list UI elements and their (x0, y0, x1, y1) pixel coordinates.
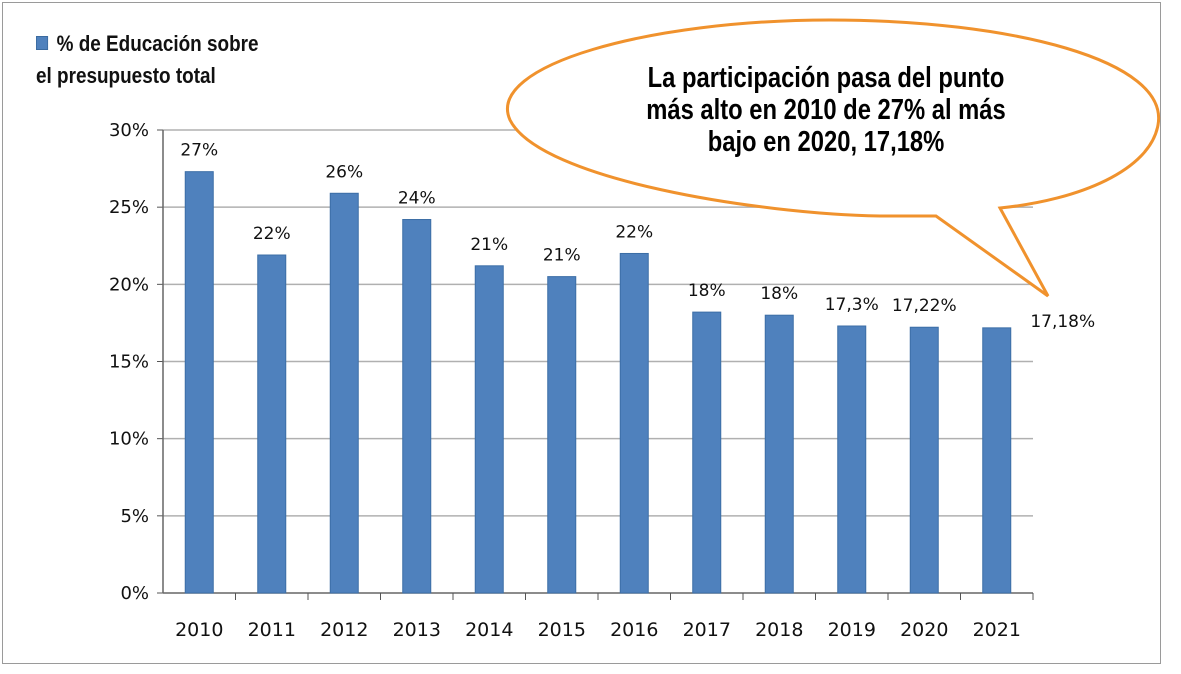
legend-entry: % de Educación sobre (36, 28, 320, 60)
y-tick-label: 25% (109, 197, 149, 218)
y-tick-label: 20% (109, 274, 149, 295)
x-tick-label: 2016 (610, 619, 658, 641)
bar (619, 252, 649, 594)
data-label: 17,3% (825, 295, 879, 315)
y-tick-label: 0% (120, 583, 149, 604)
bar (909, 326, 939, 594)
x-tick-label: 2015 (538, 619, 586, 641)
data-label: 18% (688, 281, 726, 301)
x-tick-label: 2018 (755, 619, 803, 641)
bar (474, 265, 504, 594)
data-label: 24% (398, 189, 436, 209)
callout-line2: más alto en 2010 de 27% al más (646, 94, 1006, 126)
y-tick-label: 15% (109, 352, 149, 373)
data-label: 26% (325, 162, 363, 182)
data-label: 21% (543, 246, 581, 266)
bar (547, 276, 577, 594)
callout-line3: bajo en 2020, 17,18% (707, 126, 945, 158)
axes: 0% 5% 10% 15% 20% 25% 30% 2010 2011 2012 2013 2014 2… (109, 120, 1034, 641)
legend-swatch (36, 36, 49, 50)
x-tick-label: 2012 (320, 619, 368, 641)
bar (764, 314, 794, 594)
bar (184, 171, 214, 594)
x-tick-label: 2010 (175, 619, 223, 641)
y-tick-label: 10% (109, 429, 149, 450)
data-label: 17,18% (1030, 312, 1095, 332)
bar (692, 311, 722, 594)
bar (329, 192, 359, 594)
bar (982, 327, 1012, 594)
bar (837, 325, 867, 594)
legend: % de Educación sobre el presupuesto tota… (36, 28, 320, 92)
data-label: 21% (470, 235, 508, 255)
x-tick-label: 2019 (828, 619, 876, 641)
x-tick-label: 2020 (900, 619, 948, 641)
x-tick-label: 2014 (465, 619, 513, 641)
data-label: 18% (760, 284, 798, 304)
bar (257, 254, 287, 594)
x-tick-label: 2011 (248, 619, 296, 641)
legend-label-line2: el presupuesto total (36, 63, 216, 88)
callout-bubble (506, 18, 1161, 298)
data-label: 27% (180, 141, 218, 161)
data-label: 17,22% (892, 296, 957, 316)
y-tick-label: 5% (120, 506, 149, 527)
callout-bubble-shape (506, 18, 1161, 298)
legend-label-line1: % de Educación sobre (56, 31, 259, 56)
callout-text: La participación pasa del punto más alto… (629, 62, 1023, 158)
y-tick-label: 30% (109, 120, 149, 141)
data-labels: 27% 22% 26% 24% 21% 21% 22% 18% 18% 17,3% 17,22% 17… (180, 141, 1095, 332)
x-tick-label: 2013 (393, 619, 441, 641)
data-label: 22% (615, 222, 653, 242)
callout-line1: La participación pasa del punto (647, 62, 1005, 94)
x-tick-label: 2021 (973, 619, 1021, 641)
x-tick-label: 2017 (683, 619, 731, 641)
data-label: 22% (253, 224, 291, 244)
bars (184, 171, 1012, 594)
bar (402, 219, 432, 594)
